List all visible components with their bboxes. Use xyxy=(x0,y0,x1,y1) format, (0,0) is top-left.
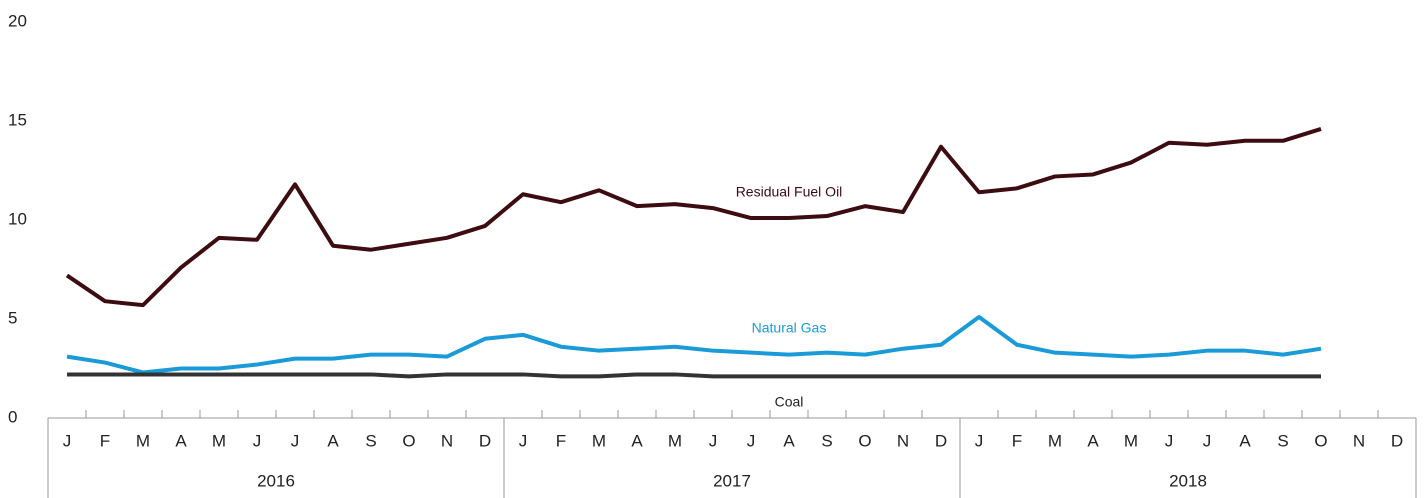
x-tick-label: D xyxy=(935,431,947,450)
year-label: 2017 xyxy=(713,471,751,490)
x-tick-label: O xyxy=(402,431,415,450)
x-tick-label: N xyxy=(897,431,909,450)
series-line xyxy=(65,127,1322,308)
year-label: 2018 xyxy=(1169,471,1207,490)
x-tick-label: D xyxy=(479,431,491,450)
x-tick-label: A xyxy=(327,431,339,450)
x-tick-label: N xyxy=(1353,431,1365,450)
x-tick-label: J xyxy=(253,431,262,450)
x-tick-label: M xyxy=(1124,431,1138,450)
x-tick-label: J xyxy=(1165,431,1174,450)
x-tick-label: A xyxy=(631,431,643,450)
x-tick-label: M xyxy=(1048,431,1062,450)
x-tick-label: J xyxy=(519,431,528,450)
x-tick-label: A xyxy=(783,431,795,450)
x-tick-label: F xyxy=(1012,431,1022,450)
series-line xyxy=(67,372,1321,379)
series-label: Coal xyxy=(775,394,804,410)
x-tick-label: S xyxy=(821,431,832,450)
x-tick-label: J xyxy=(747,431,756,450)
x-tick-label: A xyxy=(175,431,187,450)
x-tick-label: S xyxy=(365,431,376,450)
x-tick-label: F xyxy=(100,431,110,450)
y-tick-label: 10 xyxy=(8,209,27,228)
x-tick-label: D xyxy=(1391,431,1403,450)
x-tick-label: M xyxy=(592,431,606,450)
year-label: 2016 xyxy=(257,471,295,490)
x-tick-label: F xyxy=(556,431,566,450)
x-tick-label: M xyxy=(212,431,226,450)
y-tick-label: 5 xyxy=(8,308,17,327)
series-line xyxy=(66,315,1322,375)
series-label: Residual Fuel Oil xyxy=(736,184,843,200)
series-label: Natural Gas xyxy=(752,320,827,336)
x-tick-label: M xyxy=(668,431,682,450)
x-tick-label: J xyxy=(1203,431,1212,450)
x-tick-label: J xyxy=(291,431,300,450)
x-tick-label: M xyxy=(136,431,150,450)
y-tick-label: 20 xyxy=(8,11,27,30)
x-tick-label: A xyxy=(1087,431,1099,450)
x-tick-label: J xyxy=(63,431,72,450)
x-tick-label: O xyxy=(858,431,871,450)
x-tick-label: J xyxy=(975,431,984,450)
y-tick-label: 15 xyxy=(8,110,27,129)
x-tick-label: O xyxy=(1314,431,1327,450)
x-tick-label: J xyxy=(709,431,718,450)
x-tick-label: N xyxy=(441,431,453,450)
y-tick-label: 0 xyxy=(8,407,17,426)
x-tick-label: A xyxy=(1239,431,1251,450)
x-tick-label: S xyxy=(1277,431,1288,450)
